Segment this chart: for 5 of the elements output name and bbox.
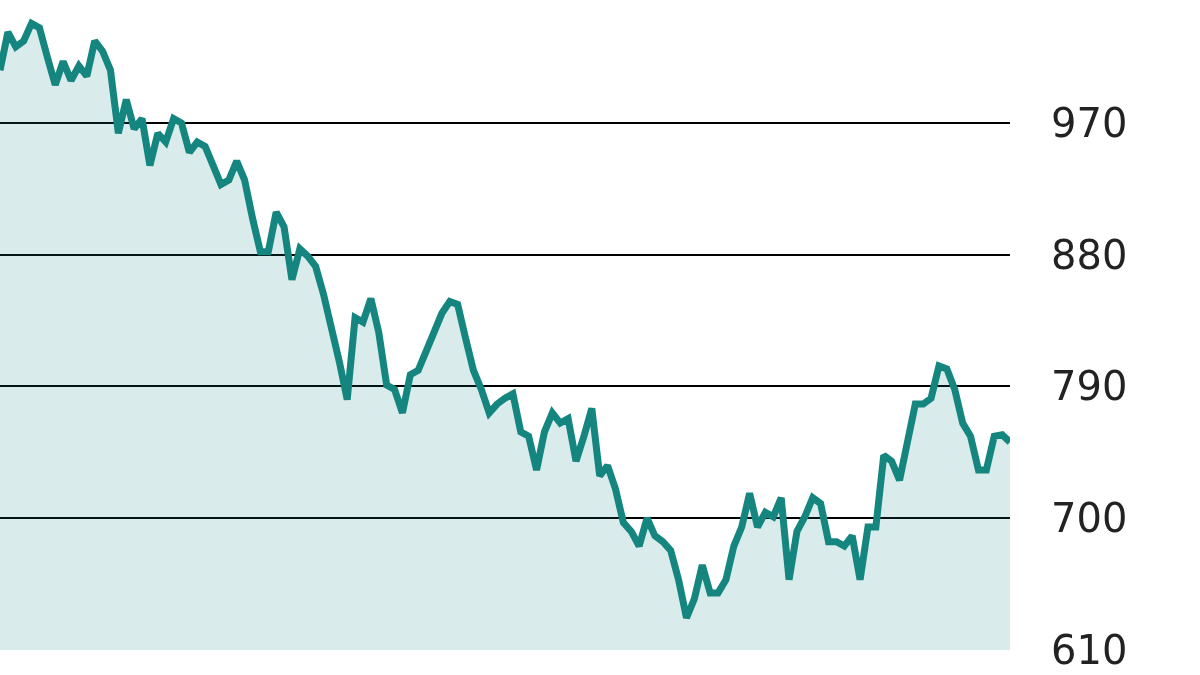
y-tick-label: 970 bbox=[1051, 99, 1128, 146]
y-tick-label: 790 bbox=[1051, 363, 1128, 410]
y-tick-label: 700 bbox=[1051, 495, 1128, 542]
y-tick-label: 610 bbox=[1051, 627, 1128, 673]
y-tick-label: 880 bbox=[1051, 231, 1128, 278]
